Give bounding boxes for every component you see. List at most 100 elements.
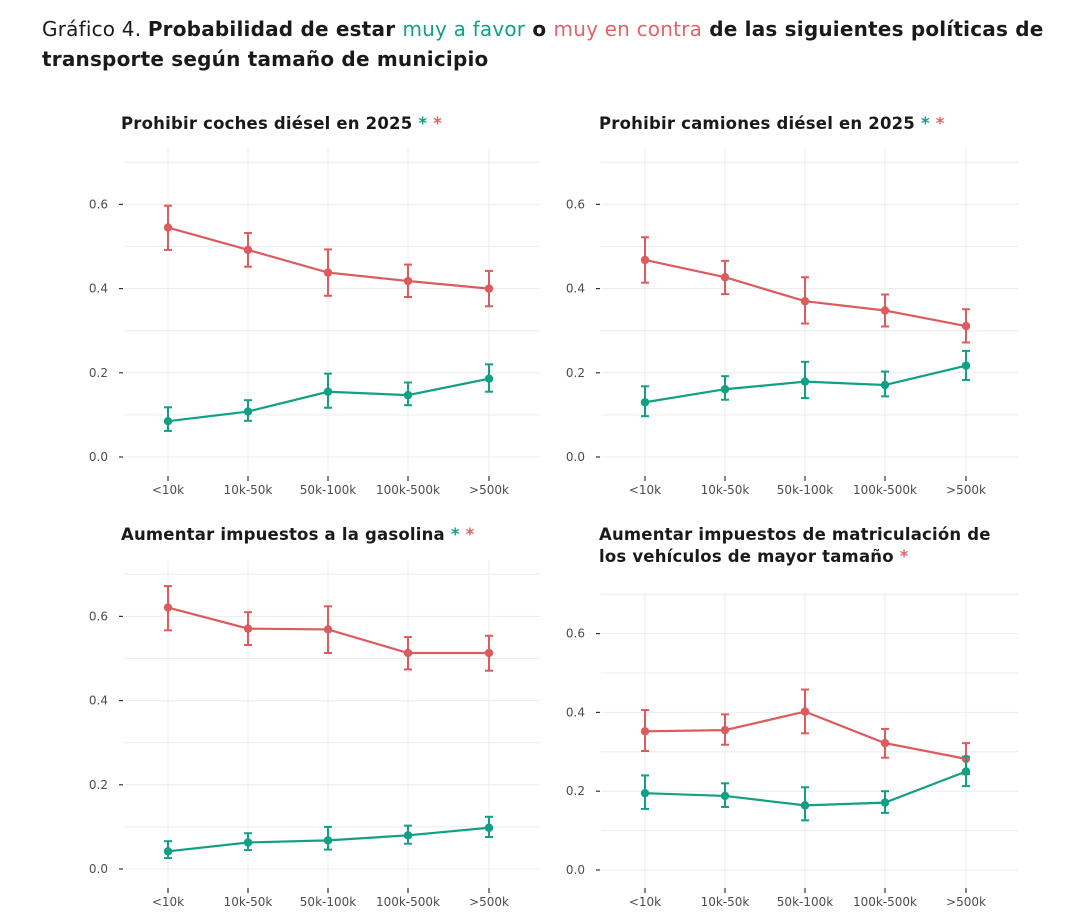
panel-title-text: Prohibir coches diésel en 2025 (121, 114, 413, 133)
data-point (323, 625, 333, 634)
significance-star: * (893, 547, 909, 566)
data-point (800, 377, 810, 386)
data-point (243, 245, 253, 255)
panel-title: Prohibir camiones diésel en 2025 * * (599, 113, 945, 135)
data-point (880, 380, 890, 390)
y-tick-label: 0.4 (566, 282, 585, 296)
y-tick-label: 0.0 (89, 862, 108, 876)
y-tick-label: 0.2 (89, 366, 108, 380)
panel-title-text: Aumentar impuestos de matriculación de (599, 525, 991, 544)
legend-contra-text: muy en contra (553, 17, 703, 41)
significance-star: * (929, 114, 945, 133)
data-point (800, 707, 810, 716)
data-point (163, 603, 173, 612)
significance-star: * (412, 114, 428, 133)
data-point (880, 738, 890, 748)
data-point (403, 648, 413, 658)
x-tick-label: 100k-500k (376, 483, 440, 497)
data-point (163, 417, 173, 426)
x-tick-label: 50k-100k (777, 895, 833, 909)
data-point (800, 801, 810, 810)
data-point (961, 767, 971, 776)
data-point (720, 725, 730, 735)
x-tick-label: 10k-50k (701, 895, 750, 909)
data-point (720, 385, 730, 394)
data-point (163, 223, 173, 232)
header-title-part: o (525, 17, 554, 41)
y-tick-label: 0.6 (566, 627, 585, 641)
data-point (484, 823, 494, 832)
data-point (800, 297, 810, 306)
data-point (720, 791, 730, 801)
y-tick-label: 0.2 (89, 778, 108, 792)
data-point (640, 398, 650, 407)
significance-star: * (915, 114, 930, 133)
data-point (323, 836, 333, 845)
x-tick-label: >500k (946, 483, 986, 497)
chart-panel-4: 0.0 0.2 0.4 0.6 <10k 10k-50k 50k-100k 100k-500k… (566, 593, 1018, 909)
x-tick-label: >500k (946, 895, 986, 909)
header-title-part: de las siguientes políticas de transport… (42, 17, 1044, 71)
panel-title-text: Aumentar impuestos a la gasolina (121, 525, 445, 544)
x-tick-label: 10k-50k (224, 895, 273, 909)
significance-star: * (459, 525, 475, 544)
x-tick-label: <10k (629, 483, 661, 497)
data-point (961, 321, 971, 331)
panel-title-text: los vehículos de mayor tamaño (599, 547, 894, 566)
x-tick-label: <10k (152, 895, 184, 909)
x-tick-label: 100k-500k (853, 483, 917, 497)
chart-header: Gráfico 4. Probabilidad de estar muy a f… (42, 14, 1072, 74)
data-point (323, 387, 333, 396)
data-point (961, 361, 971, 370)
legend-favor-text: muy a favor (402, 17, 526, 41)
data-point (403, 390, 413, 400)
data-point (880, 306, 890, 315)
y-tick-label: 0.6 (89, 197, 108, 211)
x-tick-label: 50k-100k (300, 895, 356, 909)
data-point (243, 838, 253, 847)
y-tick-label: 0.0 (566, 863, 585, 877)
significance-star: * (444, 525, 460, 544)
data-point (720, 273, 730, 282)
data-point (640, 727, 650, 736)
panel-title-text: Prohibir camiones diésel en 2025 (599, 114, 915, 133)
x-tick-label: >500k (469, 895, 509, 909)
y-tick-label: 0.0 (89, 450, 108, 464)
data-point (163, 847, 173, 856)
x-tick-label: 100k-500k (376, 895, 440, 909)
y-tick-label: 0.4 (89, 694, 108, 708)
data-point (323, 268, 333, 277)
y-tick-label: 0.4 (89, 282, 108, 296)
x-tick-label: >500k (469, 483, 509, 497)
chart-panel-1: 0.0 0.2 0.4 0.6 <10k 10k-50k 50k-100k 100k-500k… (89, 148, 540, 497)
significance-star: * (427, 114, 442, 133)
data-point (403, 276, 413, 286)
y-tick-label: 0.2 (566, 366, 585, 380)
y-tick-label: 0.4 (566, 705, 585, 719)
x-tick-label: 50k-100k (777, 483, 833, 497)
y-tick-label: 0.2 (566, 784, 585, 798)
panel-title: Aumentar impuestos de matriculación de lo… (599, 524, 991, 568)
data-point (484, 284, 494, 293)
data-point (640, 788, 650, 798)
data-point (484, 374, 494, 383)
x-tick-label: 10k-50k (701, 483, 750, 497)
data-point (243, 407, 253, 416)
y-tick-label: 0.6 (89, 609, 108, 623)
figure-number: Gráfico 4. (42, 17, 148, 41)
y-tick-label: 0.6 (566, 197, 585, 211)
x-tick-label: 100k-500k (853, 895, 917, 909)
data-point (484, 648, 494, 658)
data-point (880, 798, 890, 807)
chart-panel-2: 0.0 0.2 0.4 0.6 <10k 10k-50k 50k-100k 100k-500k… (566, 148, 1018, 497)
data-point (243, 624, 253, 633)
x-tick-label: 50k-100k (300, 483, 356, 497)
x-tick-label: <10k (152, 483, 184, 497)
y-tick-label: 0.0 (566, 450, 585, 464)
data-point (640, 255, 650, 265)
panel-title: Aumentar impuestos a la gasolina * * (121, 524, 474, 546)
data-point (403, 831, 413, 840)
chart-panel-3: 0.0 0.2 0.4 0.6 <10k 10k-50k 50k-100k 100k-500k… (89, 560, 540, 909)
x-tick-label: <10k (629, 895, 661, 909)
